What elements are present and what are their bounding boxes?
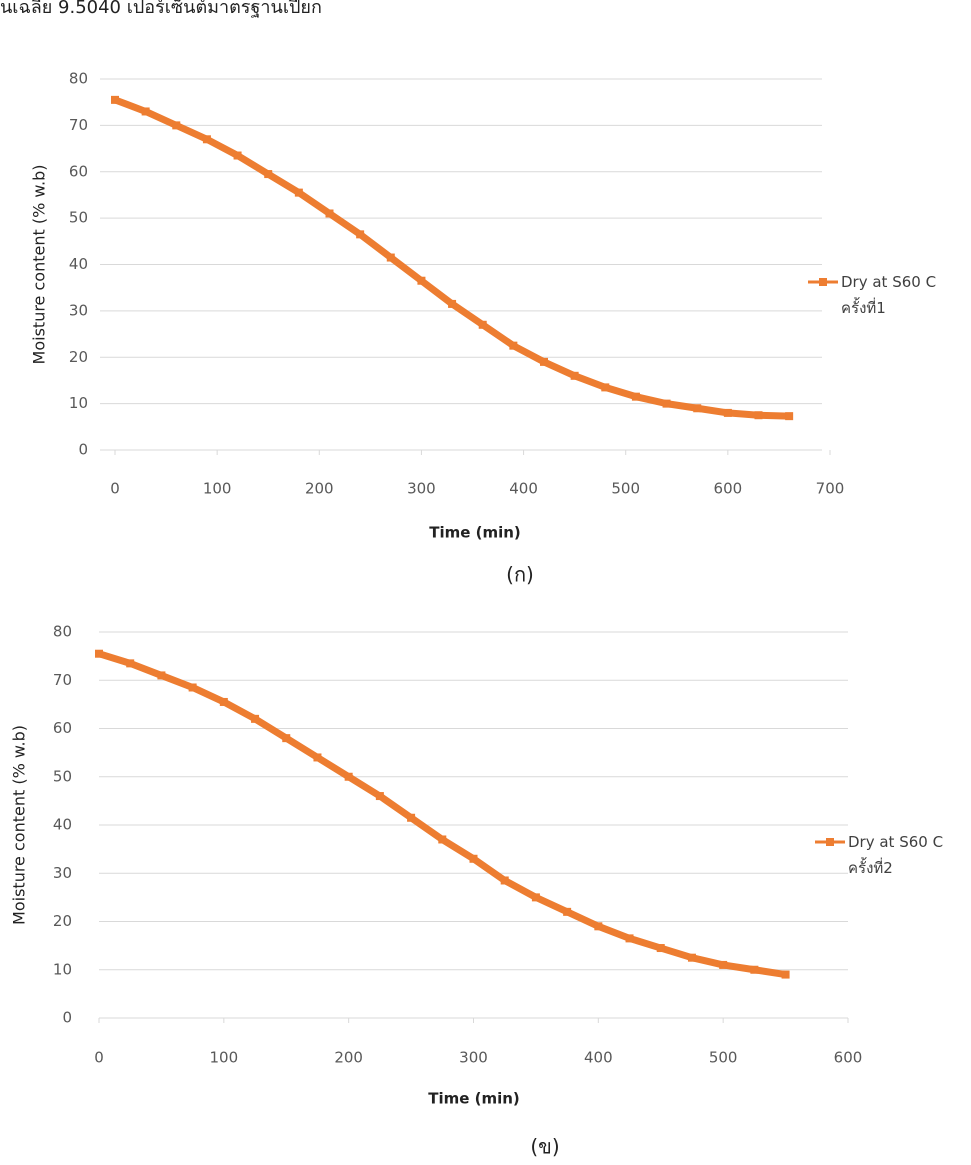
data-point bbox=[142, 107, 150, 115]
data-point bbox=[417, 277, 425, 285]
y-tick-label: 0 bbox=[78, 441, 88, 459]
data-line bbox=[115, 100, 789, 416]
data-point bbox=[220, 698, 228, 706]
y-tick-label: 10 bbox=[69, 394, 88, 412]
y-tick-label: 60 bbox=[53, 719, 72, 737]
data-point bbox=[345, 773, 353, 781]
page-header: นเฉลี่ย 9.5040 เปอร์เซ็นต์มาตรฐานเปียก bbox=[0, 0, 322, 18]
y-tick-label: 20 bbox=[69, 348, 88, 366]
data-point bbox=[479, 321, 487, 329]
data-point bbox=[356, 230, 364, 238]
data-point bbox=[785, 412, 793, 420]
legend-swatch-marker bbox=[819, 278, 827, 286]
data-point bbox=[563, 908, 571, 916]
x-axis-title: Time (min) bbox=[429, 524, 521, 542]
y-axis-title: Moisture content (% w.b) bbox=[30, 165, 49, 365]
x-axis-title: Time (min) bbox=[428, 1090, 520, 1108]
data-point bbox=[295, 189, 303, 197]
data-point bbox=[719, 961, 727, 969]
data-point bbox=[376, 792, 384, 800]
x-tick-label: 500 bbox=[611, 480, 640, 498]
y-tick-label: 20 bbox=[53, 912, 72, 930]
y-tick-label: 10 bbox=[53, 960, 72, 978]
data-point bbox=[448, 300, 456, 308]
data-point bbox=[532, 893, 540, 901]
data-point bbox=[172, 121, 180, 129]
y-tick-label: 60 bbox=[69, 162, 88, 180]
y-tick-label: 80 bbox=[53, 623, 72, 641]
x-tick-label: 200 bbox=[334, 1049, 363, 1067]
data-point bbox=[126, 659, 134, 667]
data-point bbox=[632, 393, 640, 401]
x-tick-label: 100 bbox=[210, 1049, 239, 1067]
x-tick-label: 400 bbox=[509, 480, 538, 498]
y-tick-label: 30 bbox=[53, 864, 72, 882]
data-point bbox=[782, 971, 790, 979]
data-point bbox=[470, 855, 478, 863]
data-point bbox=[282, 734, 290, 742]
x-tick-label: 500 bbox=[709, 1049, 738, 1067]
page: นเฉลี่ย 9.5040 เปอร์เซ็นต์มาตรฐานเปียก 0… bbox=[0, 0, 971, 1165]
y-tick-label: 70 bbox=[69, 116, 88, 134]
data-point bbox=[251, 715, 259, 723]
data-point bbox=[326, 209, 334, 217]
data-point bbox=[594, 922, 602, 930]
data-point bbox=[387, 254, 395, 262]
y-tick-label: 40 bbox=[69, 255, 88, 273]
legend-swatch-marker bbox=[826, 838, 834, 846]
y-tick-label: 50 bbox=[53, 767, 72, 785]
data-point bbox=[626, 934, 634, 942]
data-point bbox=[438, 835, 446, 843]
data-point bbox=[264, 170, 272, 178]
data-point bbox=[750, 966, 758, 974]
data-point bbox=[688, 954, 696, 962]
data-point bbox=[657, 944, 665, 952]
data-point bbox=[693, 404, 701, 412]
data-point bbox=[189, 683, 197, 691]
x-tick-label: 400 bbox=[584, 1049, 613, 1067]
x-tick-label: 200 bbox=[305, 480, 334, 498]
data-point bbox=[234, 152, 242, 160]
y-tick-label: 40 bbox=[53, 816, 72, 834]
charts: นเฉลี่ย 9.5040 เปอร์เซ็นต์มาตรฐานเปียก 0… bbox=[0, 0, 971, 1165]
data-point bbox=[203, 135, 211, 143]
data-point bbox=[540, 358, 548, 366]
chart-caption: (ข) bbox=[530, 1135, 559, 1159]
x-tick-label: 600 bbox=[834, 1049, 863, 1067]
data-point bbox=[663, 400, 671, 408]
chart-caption: (ก) bbox=[506, 563, 534, 587]
data-point bbox=[407, 814, 415, 822]
y-tick-label: 80 bbox=[69, 70, 88, 88]
data-point bbox=[724, 409, 732, 417]
data-point bbox=[509, 342, 517, 350]
data-point bbox=[111, 96, 119, 104]
y-tick-label: 50 bbox=[69, 209, 88, 227]
data-line bbox=[99, 654, 786, 975]
legend-label: Dry at S60 C ครั้งที่2 bbox=[848, 829, 966, 881]
x-tick-label: 0 bbox=[94, 1049, 104, 1067]
data-point bbox=[157, 671, 165, 679]
y-tick-label: 30 bbox=[69, 301, 88, 319]
x-tick-label: 300 bbox=[407, 480, 436, 498]
data-point bbox=[571, 372, 579, 380]
x-tick-label: 700 bbox=[816, 480, 845, 498]
data-point bbox=[95, 650, 103, 658]
x-tick-label: 0 bbox=[110, 480, 120, 498]
legend-label: Dry at S60 C ครั้งที่1 bbox=[841, 269, 959, 321]
y-axis-title: Moisture content (% w.b) bbox=[10, 725, 29, 925]
x-tick-label: 300 bbox=[459, 1049, 488, 1067]
data-point bbox=[501, 876, 509, 884]
x-tick-label: 100 bbox=[203, 480, 232, 498]
y-tick-label: 70 bbox=[53, 671, 72, 689]
data-point bbox=[601, 383, 609, 391]
data-point bbox=[313, 753, 321, 761]
x-tick-label: 600 bbox=[714, 480, 743, 498]
y-tick-label: 0 bbox=[62, 1009, 72, 1027]
data-point bbox=[755, 411, 763, 419]
